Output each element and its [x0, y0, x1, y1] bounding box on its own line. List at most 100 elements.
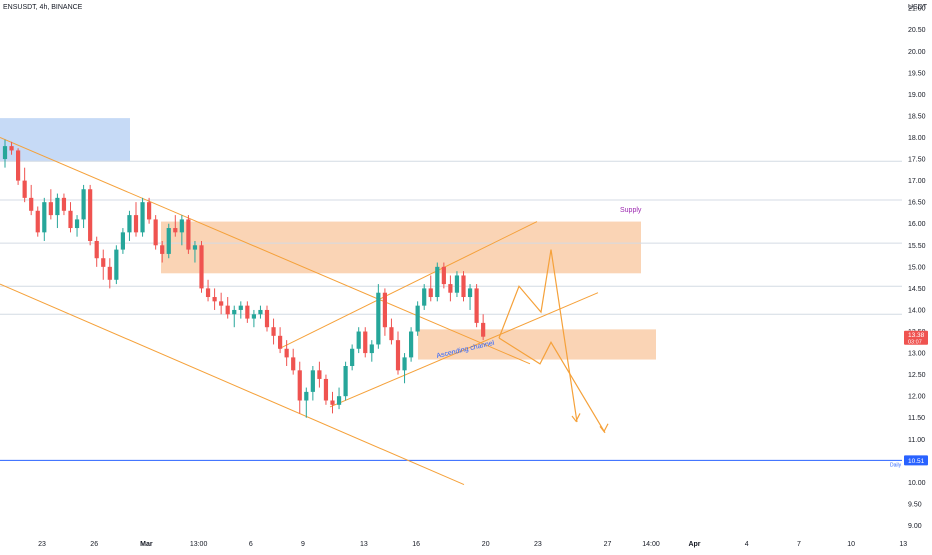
price-tick-label: 14.50: [908, 286, 926, 293]
price-tick-label: 12.50: [908, 372, 926, 379]
candle-body: [264, 309, 270, 328]
price-tick-label: 16.00: [908, 221, 926, 228]
candle-body: [304, 391, 309, 401]
candle-body: [88, 189, 93, 241]
candle-body: [428, 288, 433, 298]
candle-body: [107, 266, 112, 280]
last-price-tag: [904, 330, 928, 345]
price-tick-label: 19.50: [908, 70, 926, 77]
forecast-path-a: [498, 249, 578, 423]
candle-body: [61, 197, 67, 211]
descending-channel-lower: [0, 283, 465, 486]
price-tick-label: 16.50: [908, 200, 926, 207]
candle-body: [133, 215, 139, 233]
candle-body: [68, 210, 73, 229]
time-tick-label: 4: [745, 541, 749, 548]
trendlines-layer: [0, 137, 599, 486]
price-tick-label: 19.00: [908, 92, 926, 99]
candle-body: [251, 314, 256, 319]
candle-body: [474, 288, 479, 323]
candle-body: [16, 150, 21, 181]
candle-body: [2, 146, 8, 160]
price-tick-label: 21.00: [908, 6, 926, 13]
candle-body: [22, 180, 27, 198]
time-tick-label: 7: [797, 541, 801, 548]
price-tick-label: 15.00: [908, 264, 926, 271]
candle-body: [219, 301, 224, 306]
candle-body: [356, 331, 361, 349]
candles-layer: [2, 139, 486, 418]
candle-body: [199, 245, 204, 289]
candle-body: [212, 297, 217, 302]
price-tick-label: 9.50: [908, 501, 922, 508]
time-tick-label: 13: [360, 541, 368, 548]
symbol-title: ENSUSDT, 4h, BINANCE: [3, 4, 83, 11]
candle-body: [441, 266, 446, 285]
candle-body: [297, 370, 302, 401]
candle-body: [120, 232, 125, 250]
candle-body: [330, 400, 335, 405]
candle-body: [271, 327, 276, 336]
candle-body: [127, 215, 132, 233]
candle-body: [245, 305, 250, 319]
descending-channel-upper: [0, 137, 531, 365]
arrowhead-b: [599, 423, 609, 433]
price-tick-label: 17.00: [908, 178, 926, 185]
time-tick-label: 9: [301, 541, 305, 548]
candle-body: [395, 340, 401, 371]
price-tick-label: 14.00: [908, 307, 926, 314]
price-tick-label: 20.50: [908, 27, 926, 34]
forecast-path-b: [498, 337, 606, 434]
candle-body: [232, 309, 237, 315]
candle-body: [205, 288, 211, 298]
time-tick-label: 26: [90, 541, 98, 548]
price-tick-label: 13.00: [908, 351, 926, 358]
candle-body: [435, 266, 440, 298]
time-tick-label: 23: [38, 541, 46, 548]
time-tick-label: 20: [482, 541, 490, 548]
currency-label: USDT: [908, 4, 928, 11]
ascending-channel-lower: [329, 292, 599, 408]
candle-body: [461, 275, 466, 298]
time-axis: 23 26 Mar 13:00 6 9 13 16 20 23 27 14:00 Apr 4 7 10 13: [38, 541, 907, 548]
candle-body: [448, 284, 453, 293]
candle-body: [369, 344, 374, 354]
candle-body: [186, 219, 191, 250]
time-tick-label: 13: [899, 541, 907, 548]
time-tick-label: 27: [604, 541, 612, 548]
time-tick-label: 13:00: [190, 541, 208, 548]
candle-body: [278, 335, 283, 349]
daily-price-text: 10.51: [908, 458, 925, 465]
arrowhead-a: [571, 413, 581, 423]
last-price-text: 13.38: [908, 332, 925, 339]
candle-body: [317, 370, 322, 379]
time-tick-label: Apr: [688, 541, 700, 548]
price-tick-label: 9.00: [908, 523, 922, 530]
candle-body: [42, 202, 47, 233]
price-tick-label: 18.50: [908, 113, 926, 120]
price-tick-label: 20.00: [908, 49, 926, 56]
daily-tag-text: Daily: [890, 462, 902, 468]
candle-body: [363, 331, 368, 354]
time-tick-label: 23: [534, 541, 542, 548]
candle-body: [74, 219, 80, 229]
candle-body: [376, 292, 381, 345]
candle-body: [9, 146, 14, 151]
candle-body: [415, 305, 420, 332]
time-tick-label: 6: [249, 541, 253, 548]
countdown-text: 03:07: [908, 340, 922, 346]
price-tick-label: 12.00: [908, 394, 926, 401]
demand-zone-blue: [0, 118, 130, 162]
price-tick-label: 18.00: [908, 135, 926, 142]
price-tick-label: 10.00: [908, 480, 926, 487]
price-tick-label: 11.00: [908, 437, 925, 444]
demand-zone-orange: [418, 329, 656, 360]
candle-body: [336, 396, 342, 405]
candle-body: [481, 322, 486, 337]
candle-body: [147, 202, 152, 220]
candle-body: [81, 189, 86, 220]
time-tick-label: 14:00: [642, 541, 660, 548]
candle-body: [55, 197, 60, 216]
